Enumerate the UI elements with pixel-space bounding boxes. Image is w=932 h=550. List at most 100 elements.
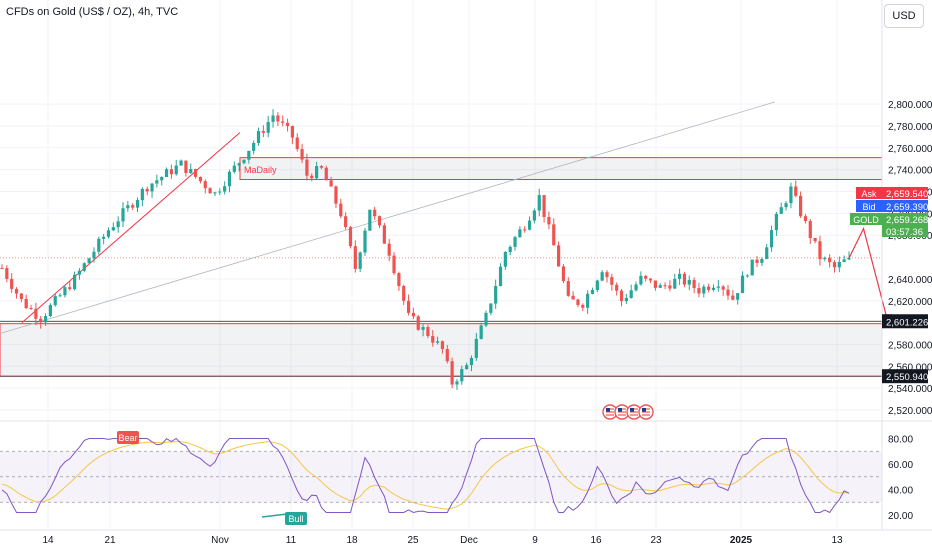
- price-axis[interactable]: 2,800.0002,780.0002,760.0002,740.0002,72…: [881, 0, 932, 530]
- candle-body: [397, 273, 401, 287]
- support-trendline: [21, 132, 241, 323]
- time-tick-label: 21: [104, 535, 116, 546]
- candle-body: [281, 121, 285, 123]
- us-event-icon: [602, 404, 618, 420]
- flag-canton: [642, 408, 646, 412]
- candle-body: [503, 251, 507, 267]
- candle-body: [837, 261, 841, 268]
- candle-body: [489, 303, 493, 313]
- candle-body: [828, 257, 832, 263]
- candle-body: [402, 286, 406, 301]
- candle-body: [305, 159, 309, 176]
- candle-body: [131, 205, 135, 208]
- candle-body: [736, 293, 740, 300]
- candle-body: [421, 326, 425, 330]
- price-tag-value: 2,659.390: [886, 202, 928, 213]
- candle-body: [774, 213, 778, 231]
- price-tick-label: 2,520.000: [888, 406, 932, 417]
- candle-body: [547, 216, 551, 225]
- candle-body: [48, 305, 52, 317]
- resistance-zone: [239, 157, 883, 180]
- candle-body: [576, 299, 580, 305]
- candle-body: [382, 225, 386, 244]
- candle-body: [629, 290, 633, 298]
- candle-body: [653, 280, 657, 288]
- time-tick-label: 18: [346, 535, 358, 546]
- candle-body: [731, 295, 735, 300]
- candle-body: [0, 267, 4, 269]
- price-tag-value-bg: [882, 213, 928, 237]
- candle-body: [135, 200, 140, 208]
- trendlines: [0, 101, 776, 334]
- candle-body: [561, 266, 566, 282]
- price-tag-name: Ask: [861, 189, 877, 199]
- candle-body: [353, 246, 357, 269]
- currency-button[interactable]: USD: [884, 4, 924, 28]
- candle-body: [750, 259, 754, 276]
- candle-body: [692, 279, 696, 289]
- candle-body: [789, 186, 793, 204]
- candle-body: [92, 251, 96, 259]
- candle-body: [440, 341, 445, 349]
- price-tick-label: 2,780.000: [888, 122, 932, 133]
- level-tag-value: 2,550.940: [886, 372, 928, 383]
- candle-body: [668, 285, 672, 289]
- candle-body: [339, 203, 343, 217]
- candle-body: [295, 137, 299, 150]
- candle-body: [615, 284, 619, 291]
- candles: [0, 109, 851, 390]
- price-tick-label: 2,560.000: [888, 362, 932, 373]
- level-tag-bg: [882, 314, 928, 329]
- candle-body: [784, 203, 788, 208]
- candle-body: [431, 335, 435, 343]
- candle-body: [678, 273, 682, 279]
- candle-body: [813, 237, 817, 242]
- candle-body: [508, 246, 512, 252]
- candle-body: [702, 286, 706, 294]
- candle-body: [513, 237, 517, 247]
- candle-body: [392, 255, 396, 274]
- candle-body: [663, 285, 667, 287]
- price-tag-name-bg: [856, 187, 882, 199]
- candle-body: [673, 278, 677, 289]
- candle-body: [121, 208, 125, 222]
- price-labels: Ask 2,659.540 Bid 2,659.390 GOLD 2,659.26803:…: [850, 187, 928, 384]
- flag-canton: [606, 408, 610, 412]
- candle-body: [344, 216, 348, 228]
- candle-body: [634, 284, 638, 291]
- candle-body: [203, 181, 207, 189]
- candle-body: [348, 227, 353, 247]
- candle-body: [532, 210, 536, 221]
- price-tick-label: 2,760.000: [888, 144, 932, 155]
- candle-body: [266, 121, 270, 133]
- time-tick-label: Nov: [211, 535, 229, 546]
- candle-body: [721, 286, 725, 290]
- candle-body: [765, 247, 769, 260]
- candle-body: [610, 277, 614, 285]
- candle-body: [595, 280, 599, 290]
- candle-body: [368, 209, 372, 231]
- candle-body: [189, 169, 193, 173]
- candle-body: [116, 221, 120, 228]
- candle-body: [102, 236, 106, 239]
- rsi-ma-line: [1, 441, 850, 510]
- event-markers[interactable]: [602, 404, 654, 420]
- candle-body: [658, 285, 662, 288]
- candle-body: [237, 163, 241, 166]
- candle-body: [242, 159, 246, 164]
- candle-body: [842, 259, 846, 262]
- bull-tag-label: Bull: [288, 514, 303, 524]
- rsi-pane: Bear Bull: [0, 431, 882, 525]
- projection-arrow: [848, 226, 892, 322]
- candle-body: [808, 221, 812, 238]
- candle-body: [697, 288, 701, 294]
- time-tick-label: 25: [407, 535, 419, 546]
- candle-body: [794, 186, 798, 196]
- candle-body: [740, 275, 745, 294]
- candle-body: [164, 169, 169, 178]
- time-axis[interactable]: 14 21 Nov 11 18 25 Dec 9 16 23 2025 13: [0, 529, 932, 546]
- candle-body: [208, 188, 212, 194]
- candle-body: [406, 300, 411, 313]
- projection-path: [848, 226, 889, 322]
